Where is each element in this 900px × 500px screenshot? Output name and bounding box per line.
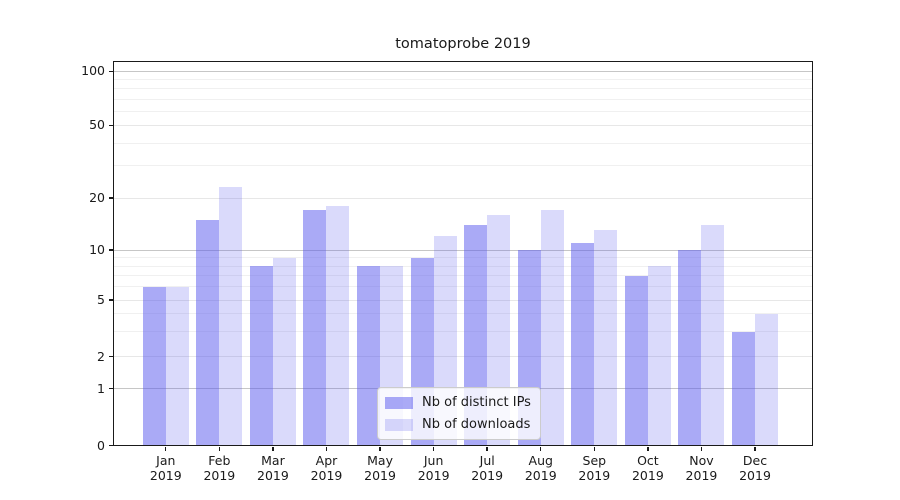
gridline xyxy=(113,165,813,167)
x-tick-label: Nov 2019 xyxy=(685,452,718,484)
y-tick-label: 1 xyxy=(97,380,105,396)
x-tick-label: Jun 2019 xyxy=(417,452,450,484)
x-tick-label: Aug 2019 xyxy=(524,452,557,484)
gridline xyxy=(113,275,813,277)
bar-downloads-sep xyxy=(594,230,618,446)
gridline xyxy=(113,110,813,112)
bar-downloads-apr xyxy=(326,205,350,446)
chart-title: tomatoprobe 2019 xyxy=(395,36,531,52)
bar-distinct-ips-jan xyxy=(142,286,166,446)
x-tick xyxy=(218,446,221,451)
gridline xyxy=(113,70,813,72)
gridline xyxy=(113,124,813,126)
x-tick-label: Apr 2019 xyxy=(310,452,343,484)
legend: Nb of distinct IPs Nb of downloads xyxy=(377,387,541,440)
y-tick-label: 5 xyxy=(97,292,105,307)
gridline xyxy=(113,299,813,301)
gridline xyxy=(113,79,813,80)
bar-downloads-jan xyxy=(165,286,189,446)
x-tick-label: Oct 2019 xyxy=(631,452,664,484)
gridline xyxy=(113,356,813,357)
plot-area: Nb of distinct IPs Nb of downloads xyxy=(113,61,813,446)
legend-label-downloads: Nb of downloads xyxy=(422,417,531,432)
y-tick-label: 20 xyxy=(89,190,105,205)
bar-downloads-dec xyxy=(755,313,779,446)
y-tick-label: 100 xyxy=(81,63,105,79)
bar-downloads-oct xyxy=(647,266,671,446)
bar-distinct-ips-sep xyxy=(571,242,595,446)
x-tick xyxy=(754,446,756,451)
y-tick xyxy=(108,387,113,390)
gridline xyxy=(113,88,813,90)
gridline xyxy=(113,313,813,315)
y-tick-label: 2 xyxy=(97,348,105,364)
x-tick-label: May 2019 xyxy=(364,452,396,484)
y-tick-label: 0 xyxy=(97,437,105,453)
gridline xyxy=(113,249,813,251)
y-tick xyxy=(108,299,113,301)
x-tick xyxy=(325,446,328,451)
gridline xyxy=(113,142,813,144)
legend-item-downloads: Nb of downloads xyxy=(385,415,531,434)
x-tick-label: Mar 2019 xyxy=(257,452,289,484)
x-tick-label: Jan 2019 xyxy=(149,452,182,484)
bar-downloads-feb xyxy=(219,186,243,446)
gridline xyxy=(113,265,813,267)
y-tick xyxy=(108,124,113,126)
gridline xyxy=(113,197,813,199)
x-tick xyxy=(593,446,596,451)
bar-distinct-ips-apr xyxy=(303,210,327,446)
y-tick-label: 10 xyxy=(89,242,105,257)
x-tick xyxy=(432,446,435,451)
gridline xyxy=(113,286,813,288)
x-tick-label: Sep 2019 xyxy=(578,452,611,484)
bar-distinct-ips-oct xyxy=(624,275,648,446)
gridline xyxy=(113,98,813,100)
legend-swatch-distinct-ips xyxy=(385,396,413,409)
y-tick xyxy=(108,70,113,72)
y-tick xyxy=(108,197,113,199)
x-tick xyxy=(379,446,381,451)
gridline xyxy=(113,330,813,332)
legend-item-distinct-ips: Nb of distinct IPs xyxy=(385,393,531,412)
x-tick-label: Jul 2019 xyxy=(471,452,504,484)
y-tick-label: 50 xyxy=(89,117,105,133)
legend-label-distinct-ips: Nb of distinct IPs xyxy=(422,395,531,410)
y-tick xyxy=(108,444,113,447)
bar-distinct-ips-may xyxy=(357,266,381,446)
x-tick xyxy=(540,446,542,451)
x-tick xyxy=(165,446,167,451)
bar-distinct-ips-dec xyxy=(732,331,756,446)
gridline xyxy=(113,257,813,259)
bar-distinct-ips-mar xyxy=(249,266,273,446)
bar-distinct-ips-nov xyxy=(678,250,702,446)
y-tick xyxy=(108,249,113,251)
x-tick xyxy=(486,446,488,451)
x-tick xyxy=(272,446,274,451)
bar-downloads-aug xyxy=(540,210,564,446)
x-tick-label: Dec 2019 xyxy=(739,452,771,484)
bar-downloads-mar xyxy=(272,257,296,446)
bar-distinct-ips-feb xyxy=(196,219,220,446)
y-tick xyxy=(108,355,113,358)
x-tick-label: Feb 2019 xyxy=(203,452,236,484)
legend-swatch-downloads xyxy=(385,418,413,431)
bar-downloads-nov xyxy=(701,224,725,446)
x-tick xyxy=(647,446,649,451)
x-tick xyxy=(700,446,703,451)
